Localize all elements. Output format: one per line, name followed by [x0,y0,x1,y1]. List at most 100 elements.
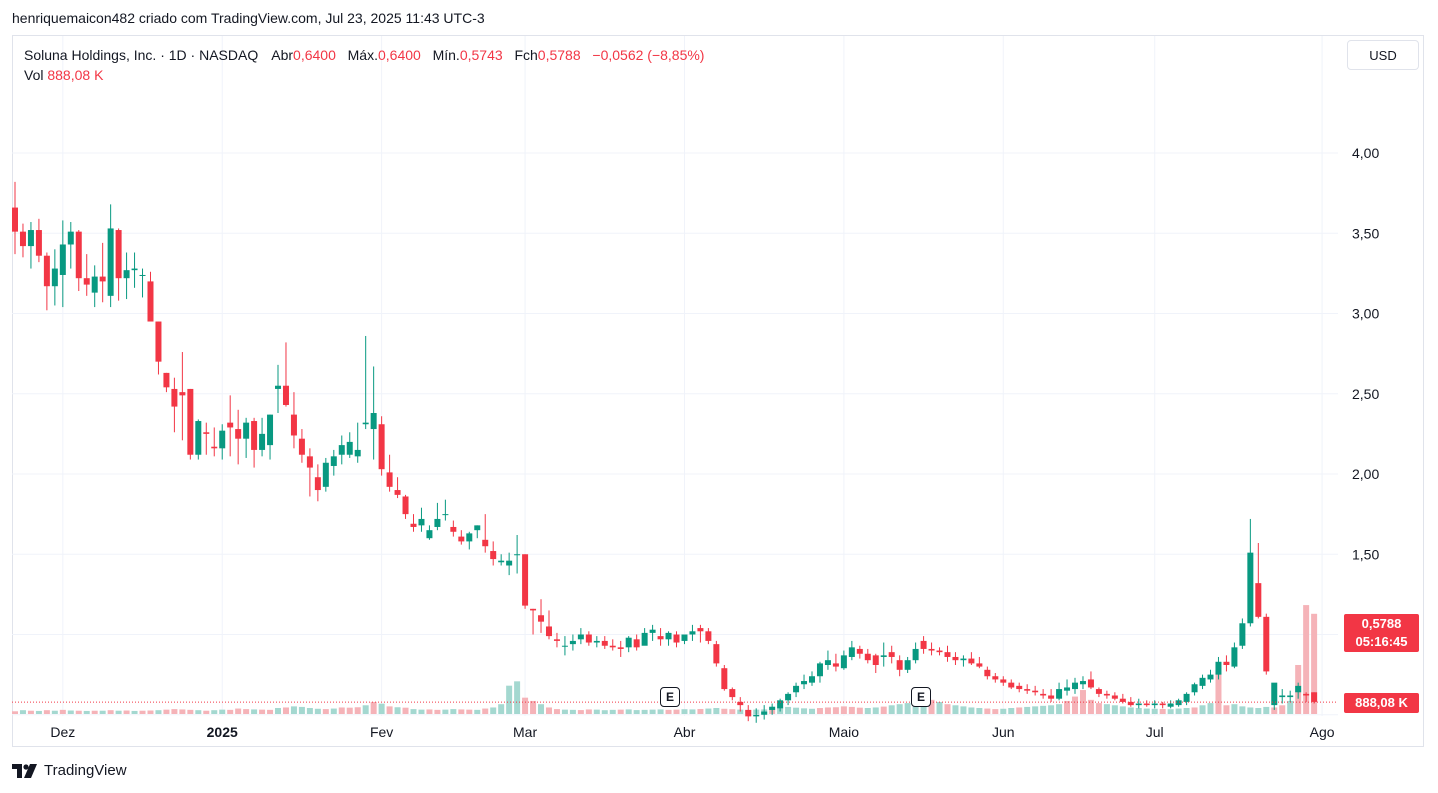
volume-bar [1151,708,1158,714]
candle-body [625,637,632,648]
volume-bar [426,709,433,714]
candle-body [530,608,537,611]
candle-body [346,441,353,455]
candle-body [1231,647,1238,667]
candle-body [1287,695,1294,698]
volume-bar [880,706,887,714]
candle-body [713,644,720,664]
candle-body [290,414,297,436]
candle-body [992,676,999,680]
candle-body [107,228,114,296]
candle-body [474,525,481,531]
volume-bar [434,709,441,714]
volume-bar [99,710,106,714]
volume-bar [569,709,576,714]
candle-body [394,490,401,495]
volume-bar [577,710,584,714]
candle-body [1087,679,1094,688]
candle-body [267,414,274,446]
candle-body [410,523,417,527]
volume-bar [43,710,50,714]
volume-bar [1079,690,1086,714]
high-label: Máx. [347,47,378,63]
candle-body [1207,674,1214,680]
candle-body [1032,690,1039,693]
candle-body [1175,700,1182,706]
currency-button[interactable]: USD [1347,40,1419,70]
volume-bar [976,708,983,714]
candle-body [1223,661,1230,665]
candle-body [314,477,321,491]
volume-bar [498,704,505,714]
volume-bar [601,710,608,714]
candle-body [569,640,576,645]
volume-bar [641,709,648,714]
candle-body [553,639,560,641]
volume-bar [27,710,34,714]
earnings-marker[interactable]: E [660,687,680,707]
candle-body [506,560,513,566]
volume-bar [275,708,282,714]
volume-bar [123,710,130,714]
volume-bar [1223,705,1230,714]
volume-bar [1263,706,1270,714]
candle-body [275,385,282,389]
candle-body [649,629,656,633]
tradingview-logo[interactable]: TradingView [12,762,127,779]
symbol-title[interactable]: Soluna Holdings, Inc. · 1D · NASDAQ [24,47,259,63]
candle-body [243,422,250,439]
volume-bar [1303,605,1310,714]
volume-bar [362,705,369,714]
volume-bar [864,708,871,714]
volume-bar [530,700,537,714]
candle-body [35,230,42,256]
candle-body [1295,685,1302,693]
volume-bar [12,711,18,714]
candle-body [681,634,688,641]
candle-body [187,388,194,455]
candle-body [816,663,823,677]
chart-caption: henriquemaicon482 criado com TradingView… [12,10,485,26]
candle-body [1311,692,1318,702]
candle-body [259,433,266,450]
candle-body [809,676,815,683]
candle-body [354,449,361,457]
y-tick-label: 3,00 [1352,306,1379,322]
candle-body [43,255,50,287]
tradingview-logo-icon [12,763,37,778]
candle-body [434,518,441,527]
candle-body [1024,689,1031,691]
candle-body [697,628,704,632]
low-value: 0,5743 [459,47,503,63]
candle-body [1016,685,1023,690]
x-tick-label: Maio [829,724,860,740]
candle-body [402,496,409,515]
volume-bar [155,710,162,714]
candle-body [522,554,529,606]
volume-bar [107,710,114,714]
volume-bar [936,702,943,714]
candle-body [386,472,393,487]
volume-bar [904,703,911,714]
volume-bar [705,708,712,714]
last-price-value: 0,5788 [1361,616,1402,631]
y-tick-label: 2,50 [1352,386,1379,402]
volume-bar [848,706,855,714]
volume-bar [809,708,815,714]
candle-body [1040,693,1047,696]
candle-body [832,663,839,667]
candle-body [1008,682,1015,688]
y-axis-ticks: 4,003,503,002,502,001,501,0000 [1352,145,1395,643]
volume-bar [346,707,353,714]
volume-bar [1231,704,1238,714]
volume-bar [386,706,393,714]
candle-body [617,647,624,649]
candle-body [1103,693,1110,696]
chart-frame[interactable] [12,35,1424,747]
candle-body [673,634,680,643]
x-tick-label: Jul [1146,724,1164,740]
candle-body [729,689,736,698]
candle-body [171,388,178,407]
earnings-marker[interactable]: E [911,687,931,707]
